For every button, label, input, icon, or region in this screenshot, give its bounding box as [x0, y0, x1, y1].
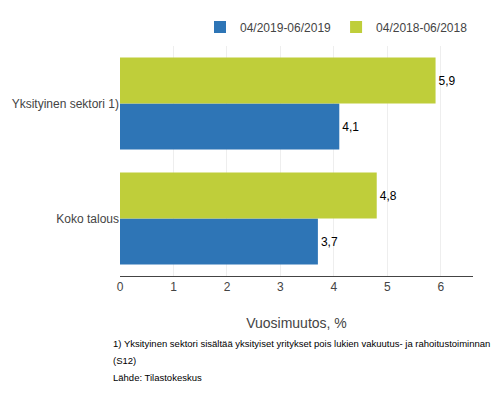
svg-text:Lähde: Tilastokeskus: Lähde: Tilastokeskus	[113, 372, 202, 383]
svg-text:Vuosimuutos, %: Vuosimuutos, %	[246, 315, 347, 331]
svg-text:2: 2	[224, 280, 231, 294]
svg-text:6: 6	[438, 280, 445, 294]
svg-text:04/2019-06/2019: 04/2019-06/2019	[240, 21, 331, 35]
svg-text:4: 4	[331, 280, 338, 294]
svg-text:3,7: 3,7	[321, 235, 338, 249]
svg-text:(S12): (S12)	[113, 355, 136, 366]
svg-text:0: 0	[117, 280, 124, 294]
svg-text:4,8: 4,8	[380, 189, 397, 203]
svg-text:1) Yksityinen sektori sisältää: 1) Yksityinen sektori sisältää yksityise…	[113, 338, 490, 349]
svg-text:5,9: 5,9	[439, 74, 456, 88]
svg-text:Yksityinen sektori 1): Yksityinen sektori 1)	[12, 97, 119, 111]
svg-text:5: 5	[384, 280, 391, 294]
svg-text:1: 1	[170, 280, 177, 294]
svg-text:04/2018-06/2018: 04/2018-06/2018	[376, 21, 467, 35]
svg-text:Koko talous: Koko talous	[56, 212, 119, 226]
svg-text:4,1: 4,1	[342, 120, 359, 134]
svg-text:3: 3	[277, 280, 284, 294]
